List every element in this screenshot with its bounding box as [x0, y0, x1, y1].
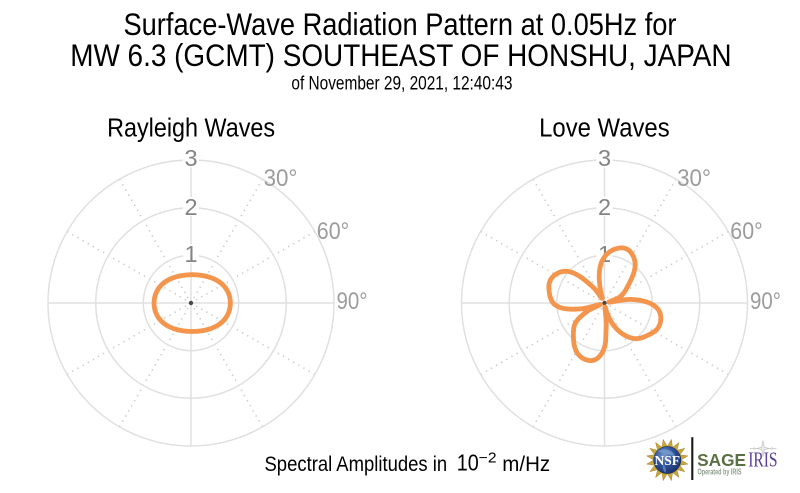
svg-text:2: 2 — [184, 194, 197, 220]
svg-text:30°: 30° — [677, 165, 711, 192]
svg-text:60°: 60° — [730, 218, 762, 245]
svg-text:IRIS: IRIS — [748, 448, 777, 472]
svg-text:60°: 60° — [317, 218, 349, 245]
svg-text:3: 3 — [184, 145, 197, 171]
svg-text:10: 10 — [457, 449, 479, 475]
svg-text:Operated by IRIS: Operated by IRIS — [698, 467, 742, 476]
svg-text:Surface-Wave Radiation Pattern: Surface-Wave Radiation Pattern at 0.05Hz… — [124, 6, 677, 42]
svg-text:90°: 90° — [750, 288, 781, 315]
svg-text:1: 1 — [184, 241, 197, 267]
svg-text:m/Hz: m/Hz — [502, 453, 550, 476]
svg-text:SAGE: SAGE — [697, 450, 746, 470]
svg-text:MW 6.3 (GCMT) SOUTHEAST OF HON: MW 6.3 (GCMT) SOUTHEAST OF HONSHU, JAPAN — [70, 37, 731, 73]
svg-text:NSF: NSF — [655, 454, 681, 469]
svg-text:3: 3 — [598, 145, 611, 171]
svg-text:of November 29, 2021, 12:40:43: of November 29, 2021, 12:40:43 — [291, 73, 512, 94]
svg-text:2: 2 — [598, 194, 611, 220]
svg-text:−2: −2 — [479, 450, 497, 466]
svg-text:Spectral Amplitudes in: Spectral Amplitudes in — [265, 453, 448, 476]
svg-text:Rayleigh Waves: Rayleigh Waves — [107, 114, 275, 142]
svg-text:30°: 30° — [264, 165, 298, 192]
svg-text:Love Waves: Love Waves — [539, 115, 670, 143]
svg-text:90°: 90° — [337, 288, 368, 315]
